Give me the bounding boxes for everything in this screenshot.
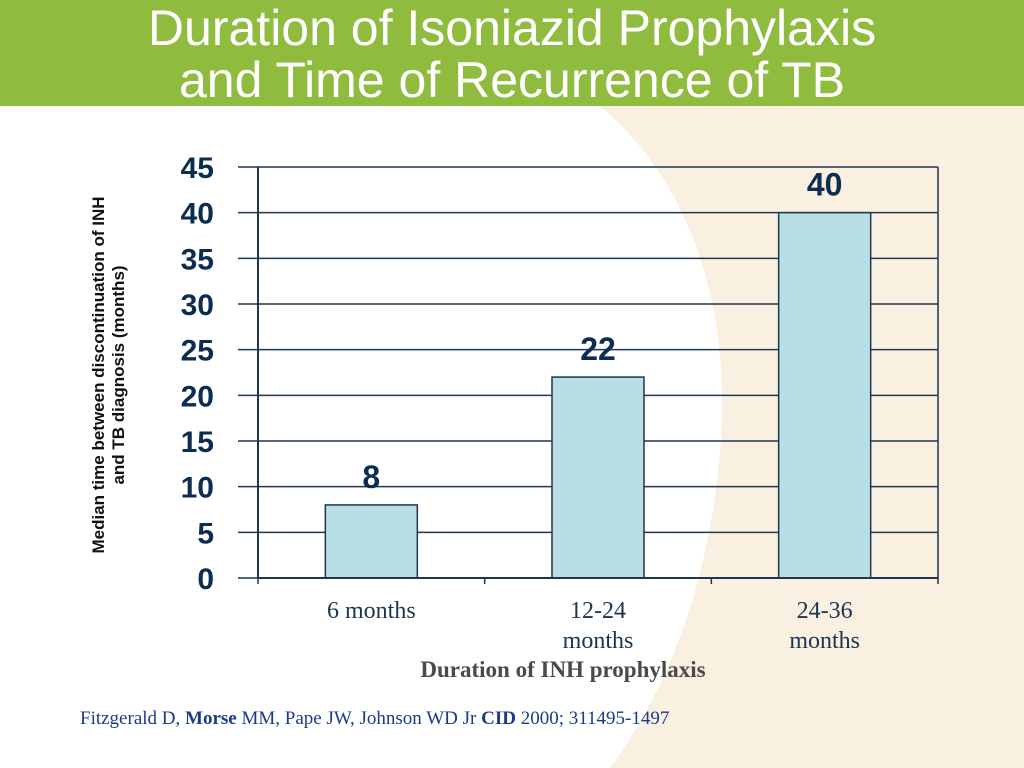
slide-title-line-1: Duration of Isoniazid Prophylaxis (147, 0, 877, 56)
x-tick-label-2-line-2: months (563, 628, 634, 654)
y-tick-label-35: 35 (181, 243, 214, 276)
data-label-2: 22 (580, 331, 616, 367)
data-labels: 8 22 40 (362, 167, 842, 495)
y-tick-label-10: 10 (181, 472, 214, 505)
bar-1 (324, 504, 419, 579)
citation-author-morse: Morse (185, 708, 237, 729)
data-label-1: 8 (362, 459, 380, 495)
citation-journal: CID (481, 708, 516, 729)
bar-3 (777, 211, 872, 579)
y-tick-label-15: 15 (181, 426, 214, 459)
y-tick-label-25: 25 (181, 335, 214, 368)
chart-axes (238, 166, 939, 584)
slide-title: Duration of Isoniazid Prophylaxis and Ti… (0, 2, 1024, 106)
y-tick-label-5: 5 (197, 517, 214, 550)
y-tick-label-40: 40 (181, 198, 214, 231)
y-axis-title-line-1: Median time between discontinuation of I… (89, 196, 108, 553)
citation-year-pages: 2000; 311495-1497 (515, 708, 670, 729)
x-tick-label-1-line-1: 6 months (327, 598, 416, 624)
y-axis-title-line-2: and TB diagnosis (months) (109, 265, 128, 484)
x-tick-label-3-line-2: months (789, 628, 860, 654)
y-tick-label-30: 30 (181, 289, 214, 322)
x-tick-label-3-line-1: 24-36 (797, 598, 853, 624)
y-tick-label-45: 45 (181, 152, 214, 185)
y-axis-title: Median time between discontinuation of I… (89, 196, 128, 553)
citation: Fitzgerald D, Morse MM, Pape JW, Johnson… (80, 708, 669, 730)
data-label-3: 40 (807, 167, 843, 203)
y-tick-label-20: 20 (181, 380, 214, 413)
header-band (0, 0, 1024, 106)
bar-2 (551, 376, 645, 579)
y-tick-label-0: 0 (197, 563, 214, 596)
x-axis-title: Duration of INH prophylaxis (420, 657, 706, 682)
x-tick-labels: 6 months 12-24 months 24-36 months (327, 598, 860, 654)
y-tick-labels: 0 5 10 15 20 25 30 35 40 45 (181, 152, 214, 596)
slide-title-line-2: and Time of Recurrence of TB (178, 52, 846, 108)
citation-authors-rest: MM, Pape JW, Johnson WD Jr (236, 708, 482, 729)
citation-authors: Fitzgerald D, (80, 708, 186, 729)
chart-bars (324, 211, 872, 579)
x-tick-label-2-line-1: 12-24 (570, 598, 626, 624)
